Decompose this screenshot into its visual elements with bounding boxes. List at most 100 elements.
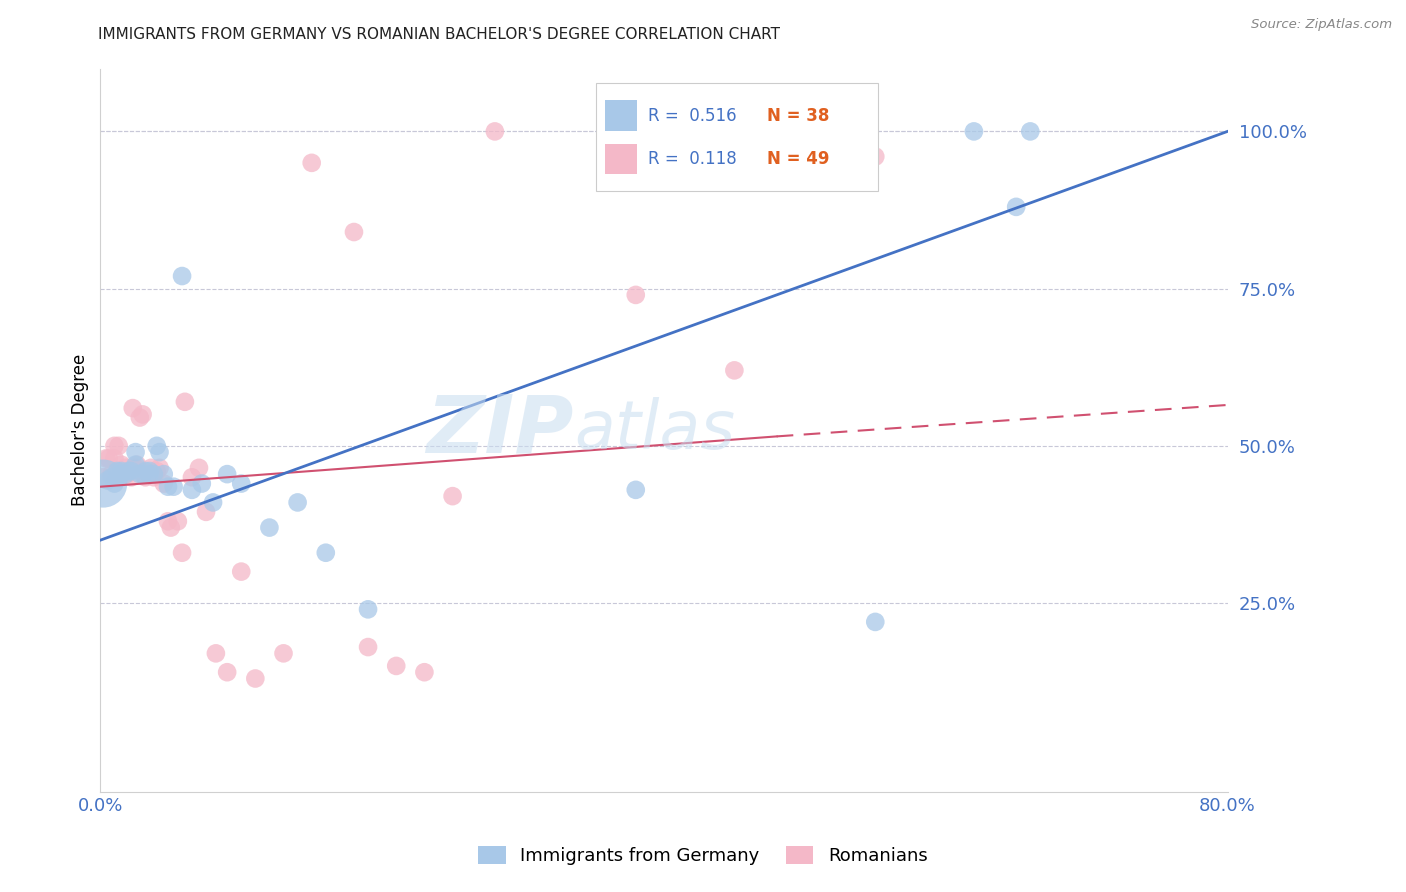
Text: R =  0.516: R = 0.516 — [648, 106, 737, 125]
Point — [121, 401, 143, 416]
Point — [301, 156, 323, 170]
Point — [103, 476, 125, 491]
Point — [114, 460, 136, 475]
Point — [166, 514, 188, 528]
Point — [111, 467, 134, 482]
Point — [202, 495, 225, 509]
Point — [136, 467, 159, 482]
Point — [131, 467, 153, 482]
Point — [191, 476, 214, 491]
Point — [110, 458, 132, 472]
Point — [105, 464, 128, 478]
Point — [107, 439, 129, 453]
Point — [142, 470, 165, 484]
Point — [195, 505, 218, 519]
Point — [287, 495, 309, 509]
Point — [723, 363, 745, 377]
Point — [865, 615, 887, 629]
Point — [188, 460, 211, 475]
Point — [357, 640, 380, 654]
Point — [134, 470, 156, 484]
Text: ZIP: ZIP — [426, 391, 574, 469]
Point — [117, 464, 139, 478]
Point — [357, 602, 380, 616]
Point — [343, 225, 366, 239]
Point — [484, 124, 506, 138]
Point — [159, 520, 181, 534]
Point — [128, 467, 150, 482]
Point — [217, 665, 239, 680]
Point — [181, 483, 204, 497]
Point — [162, 480, 184, 494]
Y-axis label: Bachelor's Degree: Bachelor's Degree — [72, 354, 89, 507]
Point — [1005, 200, 1028, 214]
Point — [624, 483, 647, 497]
Point — [963, 124, 986, 138]
Point — [624, 288, 647, 302]
Point — [110, 467, 132, 482]
Point — [114, 467, 136, 482]
Text: IMMIGRANTS FROM GERMANY VS ROMANIAN BACHELOR'S DEGREE CORRELATION CHART: IMMIGRANTS FROM GERMANY VS ROMANIAN BACH… — [98, 27, 780, 42]
Point — [152, 467, 174, 482]
Text: N = 38: N = 38 — [766, 106, 830, 125]
Point — [259, 520, 281, 534]
Point — [217, 467, 239, 482]
Point — [231, 565, 253, 579]
Point — [100, 467, 122, 482]
Point — [125, 458, 148, 472]
Point — [148, 445, 170, 459]
Bar — [606, 144, 637, 174]
Point — [385, 659, 408, 673]
Point — [124, 445, 146, 459]
Point — [91, 470, 114, 484]
Point — [134, 464, 156, 478]
Point — [117, 464, 139, 478]
Point — [152, 476, 174, 491]
Point — [115, 467, 138, 482]
Point — [103, 439, 125, 453]
Point — [91, 476, 114, 491]
Point — [96, 474, 118, 488]
Point — [145, 439, 167, 453]
Point — [139, 460, 162, 475]
Point — [273, 646, 295, 660]
Point — [148, 460, 170, 475]
Point — [110, 464, 132, 478]
Point — [138, 464, 160, 478]
Point — [170, 546, 193, 560]
Point — [120, 470, 142, 484]
Point — [174, 394, 197, 409]
Point — [245, 672, 267, 686]
Point — [156, 514, 179, 528]
Text: N = 49: N = 49 — [766, 150, 830, 168]
Point — [181, 470, 204, 484]
Text: R =  0.118: R = 0.118 — [648, 150, 737, 168]
FancyBboxPatch shape — [596, 83, 879, 192]
Point — [1019, 124, 1042, 138]
Point — [145, 464, 167, 478]
Point — [124, 460, 146, 475]
Point — [231, 476, 253, 491]
Point — [120, 464, 142, 478]
Point — [100, 470, 122, 484]
Bar — [606, 100, 637, 131]
Point — [131, 408, 153, 422]
Point — [315, 546, 337, 560]
Point — [413, 665, 436, 680]
Point — [170, 268, 193, 283]
Point — [142, 467, 165, 482]
Point — [441, 489, 464, 503]
Text: Source: ZipAtlas.com: Source: ZipAtlas.com — [1251, 18, 1392, 31]
Point — [124, 458, 146, 472]
Point — [97, 451, 120, 466]
Point — [94, 451, 117, 466]
Point — [103, 451, 125, 466]
Point — [128, 410, 150, 425]
Point — [156, 480, 179, 494]
Point — [865, 150, 887, 164]
Legend: Immigrants from Germany, Romanians: Immigrants from Germany, Romanians — [470, 837, 936, 874]
Point — [205, 646, 228, 660]
Point — [138, 467, 160, 482]
Text: atlas: atlas — [574, 397, 735, 463]
Point — [105, 467, 128, 482]
